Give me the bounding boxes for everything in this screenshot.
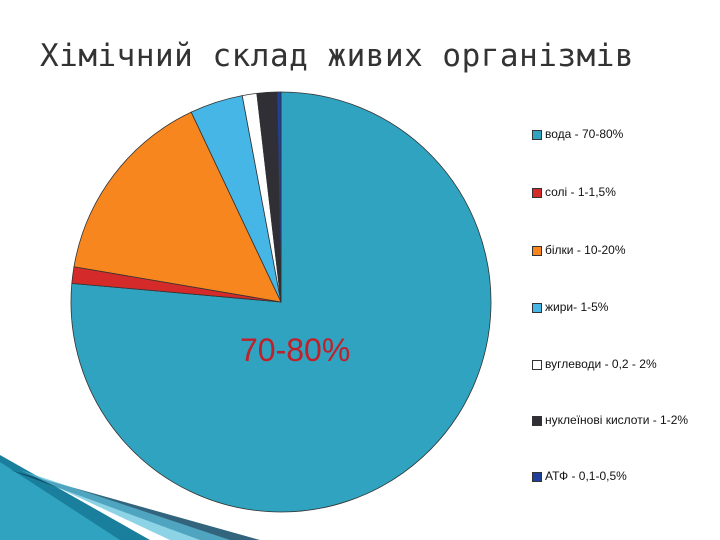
legend-item-carbohydrates: вуглеводи - 0,2 - 2% [532, 356, 695, 372]
legend-label: АТФ - 0,1-0,5% [545, 469, 627, 483]
legend-swatch [532, 360, 542, 370]
pie-slice-2 [73, 111, 282, 303]
legend-swatch [532, 188, 542, 198]
legend-item-atp: АТФ - 0,1-0,5% [532, 468, 695, 484]
legend-item-water: вода - 70-80% [532, 126, 695, 142]
legend-swatch [532, 303, 542, 313]
legend-label: вода - 70-80% [545, 127, 624, 141]
corner-decoration [0, 455, 260, 540]
legend-swatch [532, 246, 542, 256]
legend-swatch [532, 472, 542, 482]
slice-value-label: 70-80% [240, 332, 351, 368]
legend-item-salts: солі - 1-1,5% [532, 184, 695, 200]
pie-slice-6 [276, 91, 282, 303]
legend-swatch [532, 416, 542, 426]
legend-label: вуглеводи - 0,2 - 2% [545, 357, 657, 371]
legend-label: солі - 1-1,5% [545, 185, 616, 199]
legend-item-proteins: білки - 10-20% [532, 242, 695, 258]
legend-item-fats: жири- 1-5% [532, 299, 695, 315]
legend-label: нуклеїнові кислоти - 1-2% [545, 413, 689, 427]
page-title: Хімічний склад живих організмів [40, 38, 635, 74]
legend-item-nucleic-acids: нуклеїнові кислоти - 1-2% [532, 412, 695, 428]
legend-label: білки - 10-20% [545, 243, 626, 257]
legend-swatch [532, 130, 542, 140]
legend-label: жири- 1-5% [545, 300, 609, 314]
